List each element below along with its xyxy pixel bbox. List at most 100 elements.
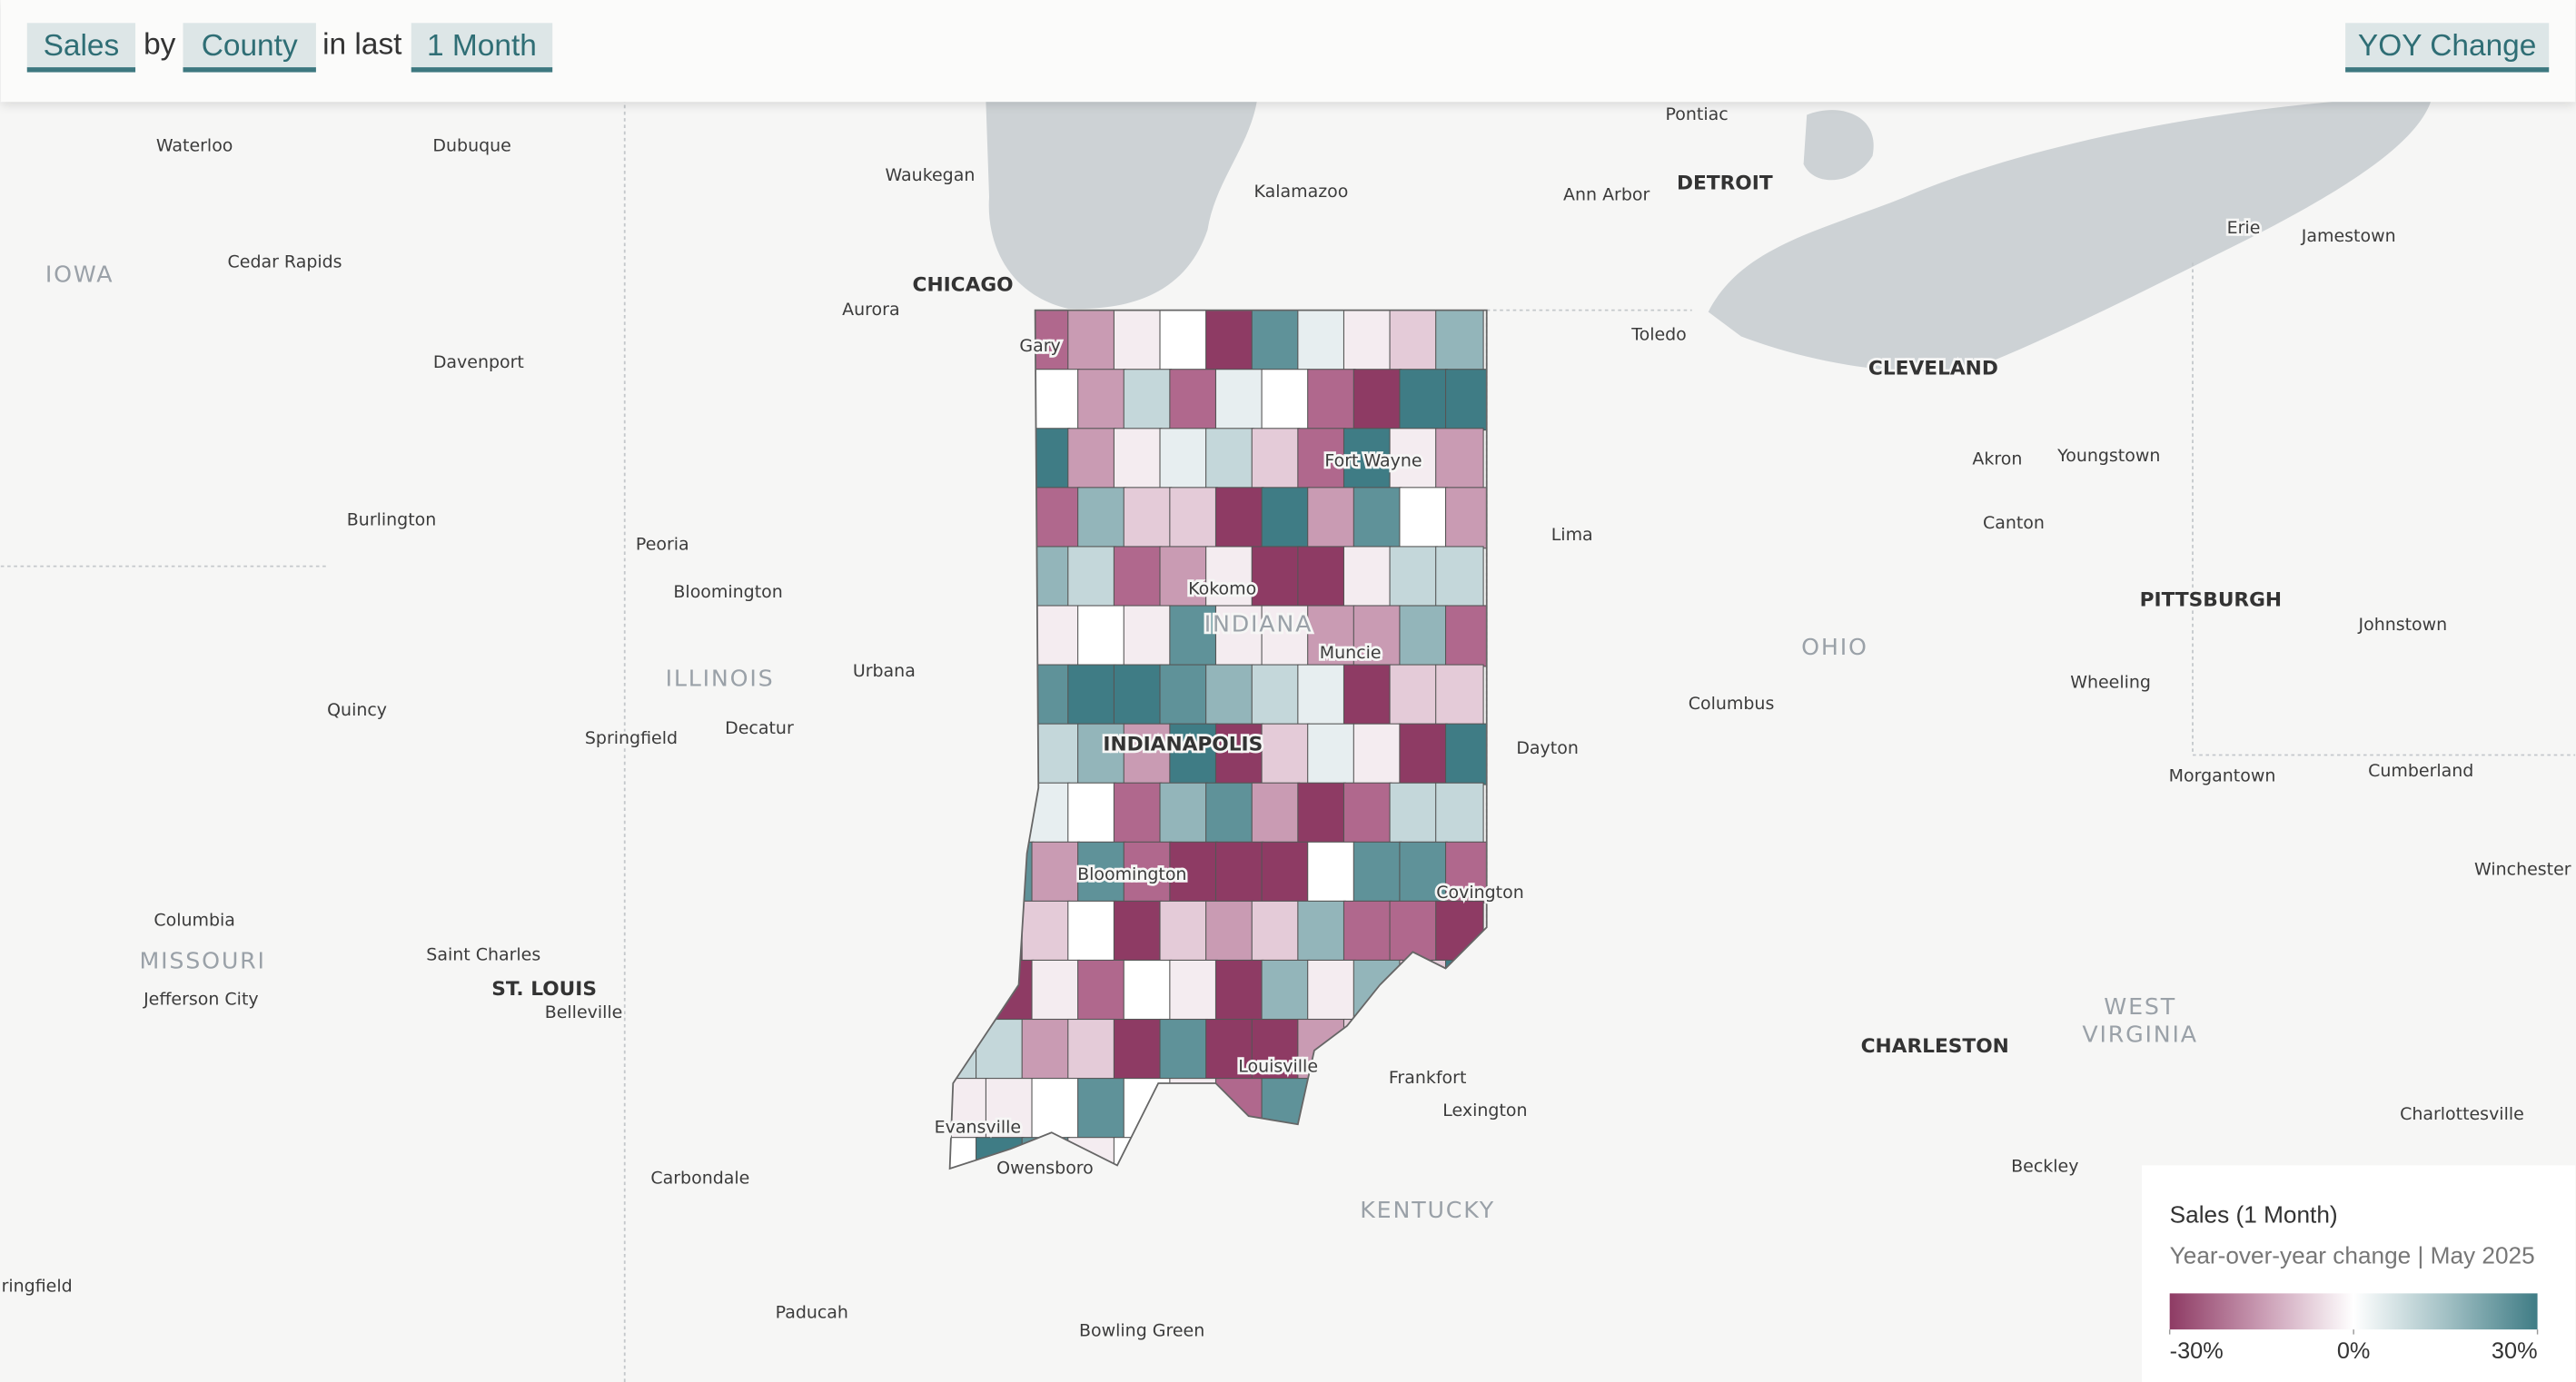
button-underline[interactable] <box>411 67 553 73</box>
county <box>1021 900 1071 962</box>
county <box>1021 1018 1071 1081</box>
county <box>1389 310 1439 372</box>
county <box>1352 369 1402 431</box>
city-label: Fort Wayne <box>1324 450 1422 470</box>
county <box>1123 723 1173 785</box>
city-label: Morgantown <box>2169 765 2276 785</box>
county <box>1031 487 1080 549</box>
county <box>1205 782 1254 844</box>
city-label: Kokomo <box>1188 578 1256 598</box>
city-label: Columbus <box>1689 694 1775 714</box>
county <box>1067 900 1116 962</box>
county <box>1251 664 1301 726</box>
legend-ticks: -30% 0% 30% <box>2168 1329 2539 1364</box>
city-label: Peoria <box>636 535 689 555</box>
county <box>1214 369 1264 431</box>
county <box>1399 487 1448 549</box>
county <box>1297 310 1346 372</box>
lake-st-clair <box>1803 110 1874 181</box>
button-label[interactable]: Sales <box>44 29 120 63</box>
county <box>1113 900 1163 962</box>
button-bg[interactable] <box>411 23 553 69</box>
county <box>949 1078 988 1140</box>
county <box>1307 605 1356 667</box>
county <box>1067 310 1116 372</box>
county <box>1251 310 1301 372</box>
county <box>1342 900 1392 962</box>
county <box>1159 782 1208 844</box>
city-label: Davenport <box>433 352 524 372</box>
county <box>1214 605 1264 667</box>
county <box>1444 369 1487 431</box>
county <box>1342 310 1392 372</box>
city-label: Winchester <box>2474 860 2571 880</box>
dropdown-metric[interactable]: Sales <box>26 23 136 73</box>
county <box>1251 428 1301 490</box>
city-label: Quincy <box>327 700 387 720</box>
city-label: Jamestown <box>2301 226 2396 246</box>
state-label: ILLINOIS <box>666 665 775 691</box>
city-label: Kalamazoo <box>1254 182 1349 202</box>
state-label: OHIO <box>1801 634 1868 660</box>
county <box>1399 723 1448 785</box>
county <box>1444 841 1487 903</box>
dropdown-period[interactable]: 1 Month <box>411 23 553 73</box>
labels: Waterloo Dubuque Waukegan Kalamazoo Pontiac A… <box>0 102 2573 1343</box>
county <box>1342 546 1392 608</box>
city-label: Waukegan <box>886 165 976 185</box>
county <box>1113 310 1163 372</box>
city-label: Paducah <box>776 1303 848 1323</box>
city-label: Carbondale <box>650 1168 749 1188</box>
button-bg[interactable] <box>26 23 136 69</box>
county <box>1399 369 1448 431</box>
city-label: Decatur <box>725 718 794 738</box>
county <box>1123 605 1173 667</box>
city-label: Dubuque <box>432 135 510 155</box>
dropdown-mode[interactable]: YOY Change <box>2345 23 2550 73</box>
city-label: Urbana <box>853 661 916 681</box>
button-bg[interactable] <box>2345 23 2550 69</box>
city-label: Beckley <box>2011 1157 2078 1177</box>
button-label[interactable]: YOY Change <box>2358 29 2536 63</box>
county <box>1261 841 1311 903</box>
county <box>1077 487 1126 549</box>
legend-tick-label: -30% <box>2170 1338 2224 1364</box>
button-underline[interactable] <box>183 67 316 73</box>
button-bg[interactable] <box>183 23 316 69</box>
city-label: Covington <box>1436 883 1523 903</box>
county <box>1307 723 1356 785</box>
city-label: ST. LOUIS <box>491 978 597 1001</box>
city-label: Aurora <box>842 300 899 320</box>
button-label[interactable]: County <box>202 29 298 63</box>
county <box>1067 1018 1116 1081</box>
county <box>1214 841 1264 903</box>
city-label: DETROIT <box>1677 172 1773 194</box>
city-label: Evansville <box>935 1117 1021 1137</box>
county <box>1067 428 1116 490</box>
county <box>1123 959 1173 1022</box>
city-label: Burlington <box>347 510 437 530</box>
county <box>1435 782 1484 844</box>
county <box>1251 900 1301 962</box>
button-underline[interactable] <box>2345 67 2550 73</box>
county <box>1205 546 1254 608</box>
city-label: Toledo <box>1630 324 1687 344</box>
county <box>1123 369 1173 431</box>
button-underline[interactable] <box>26 67 136 73</box>
county <box>1113 1018 1163 1081</box>
dropdown-level[interactable]: County <box>183 23 316 73</box>
city-label: Springfield <box>585 728 678 748</box>
button-label[interactable]: 1 Month <box>427 29 537 63</box>
county <box>1169 723 1218 785</box>
lake-erie <box>1708 102 2432 372</box>
county <box>1205 1018 1254 1081</box>
county <box>1067 664 1116 726</box>
city-label: Lima <box>1551 525 1593 545</box>
county <box>1205 900 1254 962</box>
city-label: Owensboro <box>996 1159 1094 1179</box>
county <box>1077 959 1126 1022</box>
city-label: Bowling Green <box>1079 1320 1204 1340</box>
city-label: Saint Charles <box>426 945 540 965</box>
county <box>1159 546 1208 608</box>
